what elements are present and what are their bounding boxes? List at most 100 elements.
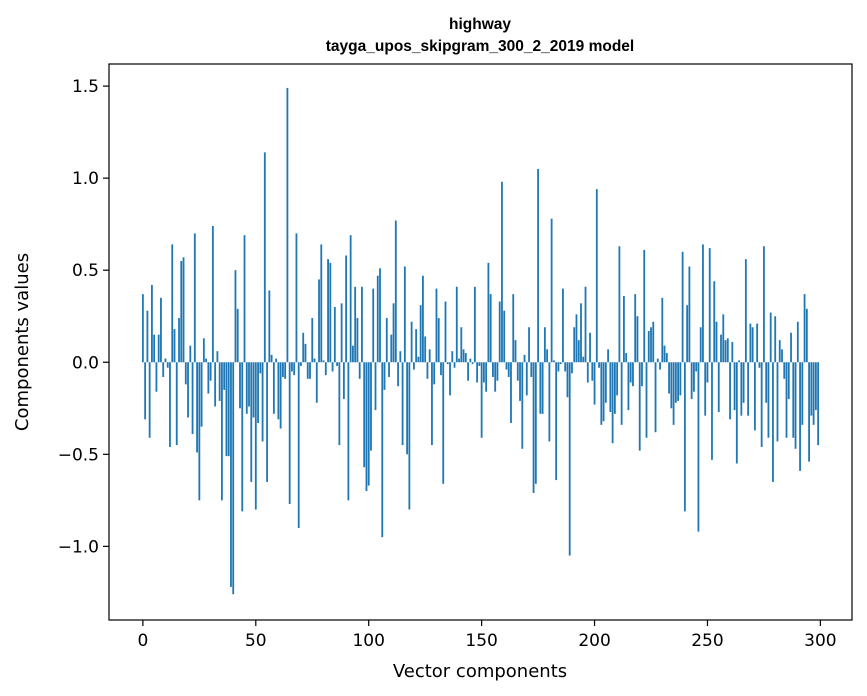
bar-156 [494, 362, 497, 392]
bar-34 [218, 362, 221, 401]
bar-66 [291, 362, 293, 372]
bar-46 [245, 362, 248, 414]
bar-168 [521, 362, 524, 449]
bar-105 [379, 268, 381, 363]
bar-205 [604, 362, 607, 403]
bar-255 [717, 362, 720, 412]
bar-149 [478, 362, 481, 366]
bar-47 [248, 362, 250, 407]
bar-185 [559, 362, 562, 365]
bar-230 [661, 297, 664, 363]
bar-10 [164, 358, 167, 363]
bar-276 [765, 362, 768, 403]
bar-59 [275, 358, 278, 363]
bar-138 [453, 362, 456, 368]
bar-25 [198, 362, 201, 501]
bar-79 [320, 244, 323, 363]
bar-180 [548, 362, 551, 442]
bars-group [141, 87, 820, 595]
bar-81 [324, 362, 327, 376]
bar-238 [679, 362, 682, 396]
bar-146 [471, 362, 474, 365]
bar-95 [356, 318, 359, 363]
bar-22 [191, 362, 194, 435]
bar-52 [259, 362, 262, 374]
bar-23 [193, 233, 196, 363]
bar-44 [241, 362, 244, 512]
bar-197 [586, 362, 589, 383]
bar-184 [557, 362, 560, 372]
bar-26 [200, 362, 203, 427]
bar-202 [598, 362, 600, 368]
bar-89 [342, 362, 345, 400]
bar-278 [769, 312, 772, 363]
bar-169 [523, 354, 526, 363]
bar-181 [550, 218, 553, 363]
bar-42 [236, 308, 239, 363]
bar-186 [562, 288, 564, 363]
bar-13 [171, 244, 174, 363]
bar-87 [338, 362, 341, 446]
bar-122 [417, 356, 420, 363]
bar-5 [153, 334, 156, 363]
bar-231 [663, 345, 666, 363]
bar-114 [399, 351, 402, 363]
y-tick-label: 1.0 [72, 169, 99, 189]
bar-102 [372, 288, 375, 363]
bar-110 [390, 334, 393, 363]
bar-51 [257, 362, 259, 423]
bar-145 [469, 358, 472, 363]
bar-283 [781, 349, 783, 363]
bar-36 [223, 362, 226, 390]
bar-120 [412, 362, 415, 370]
bar-179 [546, 349, 549, 363]
bar-24 [196, 362, 198, 453]
bar-144 [467, 362, 469, 381]
bar-299 [817, 362, 820, 446]
bar-196 [584, 286, 587, 363]
y-ticks: −1.0 −0.5 0.0 0.5 1.0 1.5 [58, 77, 109, 557]
bar-157 [496, 362, 499, 381]
bar-268 [747, 362, 750, 416]
bar-207 [609, 362, 612, 412]
bar-289 [794, 362, 797, 449]
bar-139 [455, 286, 458, 363]
bar-178 [543, 327, 546, 363]
bar-245 [695, 362, 698, 372]
bar-247 [699, 327, 702, 363]
bar-99 [365, 362, 368, 492]
bar-251 [708, 248, 711, 363]
bar-271 [753, 362, 756, 431]
bar-48 [250, 362, 253, 482]
bar-76 [313, 358, 316, 363]
bar-217 [632, 362, 634, 387]
bar-162 [507, 362, 510, 377]
bar-249 [704, 362, 707, 416]
bar-65 [288, 362, 291, 505]
bar-117 [406, 362, 409, 455]
bar-280 [774, 316, 777, 363]
bar-272 [756, 323, 759, 363]
bar-171 [528, 327, 530, 363]
bar-211 [618, 246, 621, 363]
bar-28 [205, 358, 208, 363]
bar-100 [367, 362, 370, 486]
bar-20 [187, 362, 189, 418]
bar-101 [370, 362, 372, 451]
bar-125 [424, 336, 427, 363]
bar-109 [388, 362, 390, 377]
bar-277 [767, 362, 770, 438]
bar-96 [358, 362, 361, 379]
bar-287 [790, 332, 792, 363]
bar-192 [575, 314, 578, 363]
bar-18 [182, 257, 185, 363]
bar-94 [354, 286, 357, 363]
bar-200 [593, 362, 596, 405]
bar-98 [363, 362, 366, 468]
bar-11 [166, 362, 169, 368]
bar-282 [778, 340, 781, 363]
bar-97 [361, 286, 363, 363]
bar-275 [763, 246, 765, 363]
bar-240 [683, 362, 686, 512]
bar-71 [302, 332, 305, 363]
